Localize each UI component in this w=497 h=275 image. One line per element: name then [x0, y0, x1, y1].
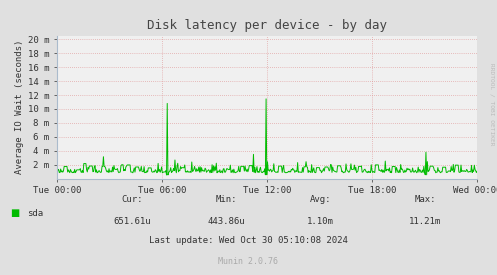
- Text: Min:: Min:: [215, 195, 237, 204]
- Text: 1.10m: 1.10m: [307, 217, 334, 226]
- Text: Max:: Max:: [414, 195, 436, 204]
- Text: RRDTOOL / TOBI OETIKER: RRDTOOL / TOBI OETIKER: [490, 63, 495, 146]
- Text: 651.61u: 651.61u: [113, 217, 151, 226]
- Text: ■: ■: [10, 208, 19, 218]
- Text: Last update: Wed Oct 30 05:10:08 2024: Last update: Wed Oct 30 05:10:08 2024: [149, 236, 348, 245]
- Text: Munin 2.0.76: Munin 2.0.76: [219, 257, 278, 266]
- Text: sda: sda: [27, 209, 43, 218]
- Text: Cur:: Cur:: [121, 195, 143, 204]
- Text: 443.86u: 443.86u: [207, 217, 245, 226]
- Text: Avg:: Avg:: [310, 195, 331, 204]
- Title: Disk latency per device - by day: Disk latency per device - by day: [147, 19, 387, 32]
- Y-axis label: Average IO Wait (seconds): Average IO Wait (seconds): [15, 40, 24, 174]
- Text: 11.21m: 11.21m: [409, 217, 441, 226]
